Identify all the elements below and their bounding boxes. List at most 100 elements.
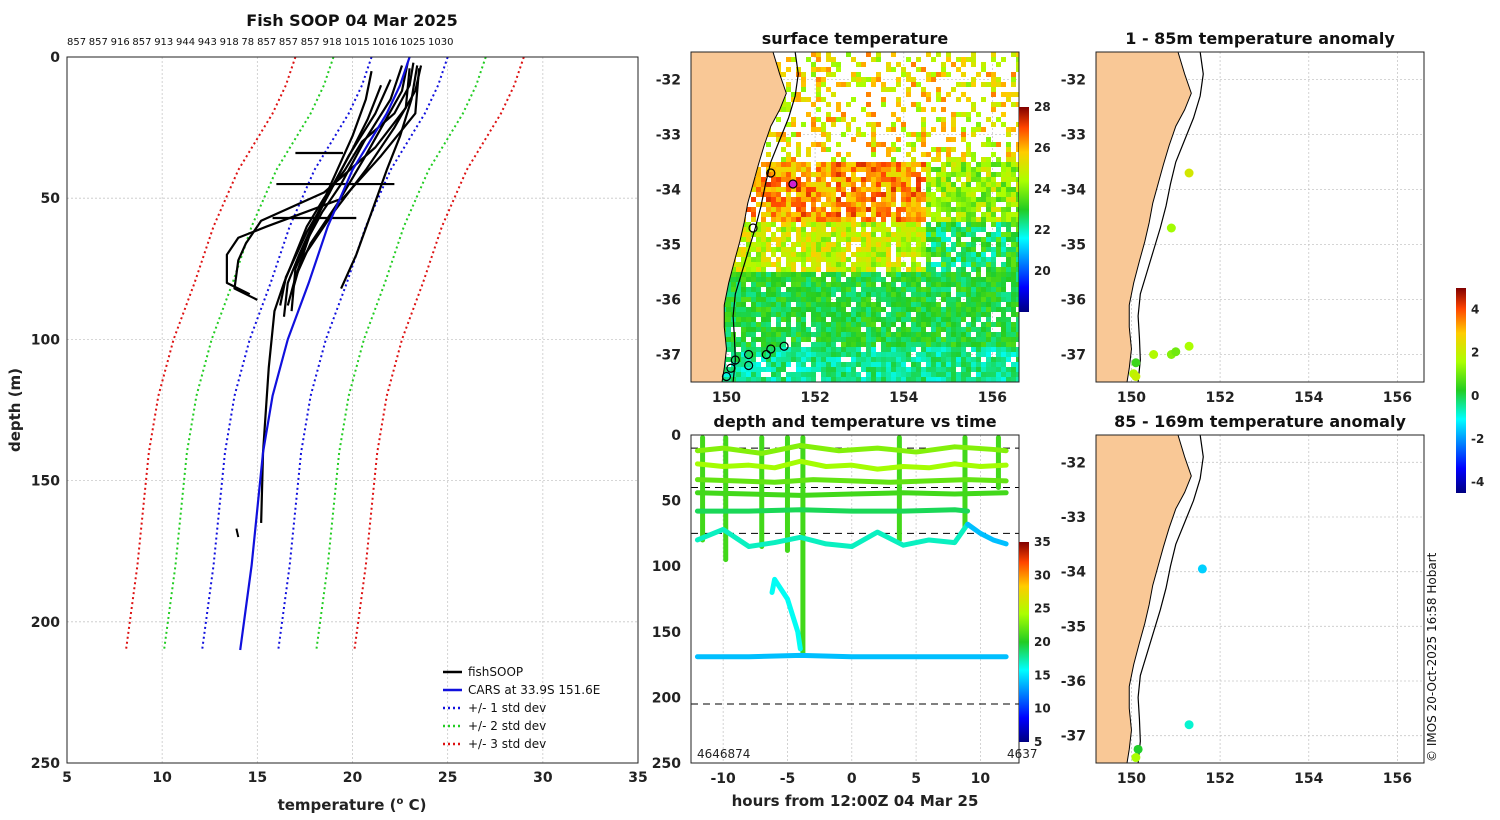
sst-cell: [881, 252, 886, 257]
dt-track: [694, 507, 971, 514]
profile-top-label: 944: [176, 37, 195, 48]
sst-cell: [936, 207, 941, 212]
sst-cell: [786, 222, 791, 227]
sst-cell: [806, 307, 811, 312]
sst-cell: [866, 247, 871, 252]
sst-cell: [871, 147, 876, 152]
sst-cell: [1001, 317, 1006, 322]
sst-cell: [871, 112, 876, 117]
sst-cell: [801, 282, 806, 287]
sst-cell: [816, 212, 821, 217]
sst-ticks: 150 152 154 156-32-33-34-35-36-37: [656, 73, 1007, 407]
sst-cell: [986, 292, 991, 297]
sst-cell: [816, 322, 821, 327]
sst-cell: [781, 327, 786, 332]
profile-top-label: 857: [132, 37, 151, 48]
sst-cell: [996, 352, 1001, 357]
profile-top-label: 913: [154, 37, 173, 48]
profile-xtick: 30: [533, 770, 553, 786]
sst-cell: [821, 167, 826, 172]
sst-cell: [761, 212, 766, 217]
sst-cell: [906, 167, 911, 172]
sst-cell: [751, 337, 756, 342]
sst-cell: [841, 372, 846, 377]
sst-cell: [956, 332, 961, 337]
sst-cell: [931, 307, 936, 312]
sst-cell: [781, 307, 786, 312]
sst-cell: [1011, 157, 1016, 162]
sst-cell: [936, 322, 941, 327]
anomaly-deep-frame: [1095, 434, 1425, 764]
sst-cell: [981, 82, 986, 87]
sst-cell: [886, 147, 891, 152]
sst-cell: [766, 142, 771, 147]
sst-cell: [901, 247, 906, 252]
sst-cell: [826, 297, 831, 302]
sst-cell: [901, 232, 906, 237]
sst-cell: [1011, 277, 1016, 282]
sst-cell: [976, 282, 981, 287]
sst-cell: [916, 357, 921, 362]
sst-cell: [946, 262, 951, 267]
sst-cell: [1006, 147, 1011, 152]
sst-cell: [796, 167, 801, 172]
sst-cell: [781, 177, 786, 182]
sst-cell: [816, 297, 821, 302]
anomaly-shallow-content: [1096, 52, 1424, 382]
sst-cell: [936, 217, 941, 222]
sst-cell: [966, 192, 971, 197]
sst-cell: [846, 362, 851, 367]
sst-cell: [896, 167, 901, 172]
sst-cell: [891, 167, 896, 172]
sst-cell: [896, 187, 901, 192]
sst-cell: [861, 207, 866, 212]
sst-cell: [791, 297, 796, 302]
sst-cell: [976, 302, 981, 307]
sst-cell: [791, 157, 796, 162]
sst-cell: [986, 207, 991, 212]
sst-cell: [736, 377, 741, 382]
sst-cell: [986, 217, 991, 222]
sst-cell: [981, 177, 986, 182]
sst-cell: [1006, 277, 1011, 282]
sst-cell: [861, 322, 866, 327]
sst-colorbar-tick: 22: [1034, 223, 1051, 237]
sst-cell: [726, 302, 731, 307]
sst-cell: [1016, 147, 1019, 152]
sst-cell: [896, 352, 901, 357]
sst-cell: [846, 52, 851, 57]
sst-cell: [906, 337, 911, 342]
sst-cell: [771, 177, 776, 182]
sst-cell: [936, 197, 941, 202]
sst-cell: [1011, 162, 1016, 167]
sst-cell: [761, 307, 766, 312]
sst-cell: [846, 207, 851, 212]
profile-stddev-line: [315, 56, 487, 651]
sst-cell: [951, 127, 956, 132]
sst-cell: [886, 257, 891, 262]
sst-cell: [936, 342, 941, 347]
sst-cell: [946, 352, 951, 357]
sst-cell: [821, 362, 826, 367]
sst-cell: [996, 287, 1001, 292]
sst-cell: [801, 72, 806, 77]
sst-cell: [881, 352, 886, 357]
sst-cell: [891, 217, 896, 222]
sst-cell: [886, 162, 891, 167]
sst-cell: [956, 177, 961, 182]
sst-cell: [946, 277, 951, 282]
sst-cell: [821, 352, 826, 357]
sst-cell: [976, 167, 981, 172]
sst-cell: [776, 227, 781, 232]
sst-cell: [821, 177, 826, 182]
sst-cell: [871, 337, 876, 342]
map-xtick: 156: [978, 390, 1007, 406]
sst-cell: [1001, 122, 1006, 127]
sst-cell: [931, 292, 936, 297]
sst-cell: [766, 262, 771, 267]
sst-cell: [881, 242, 886, 247]
sst-cell: [776, 182, 781, 187]
map-xtick: 152: [1205, 390, 1234, 406]
sst-cell: [906, 207, 911, 212]
sst-cell: [816, 317, 821, 322]
